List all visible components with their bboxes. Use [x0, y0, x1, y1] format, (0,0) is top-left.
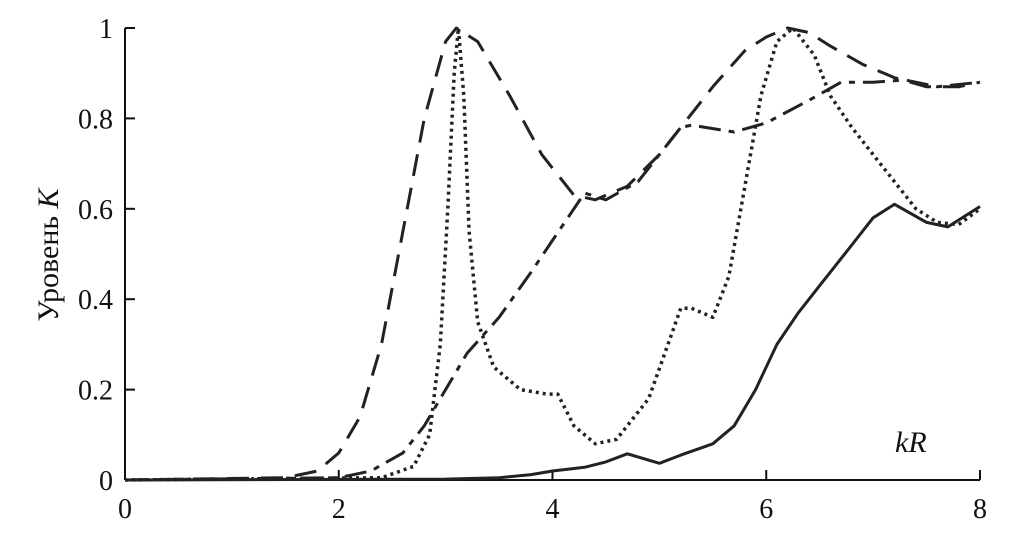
- y-tick-label: 0.2: [78, 376, 113, 407]
- y-tick-label: 1: [99, 14, 113, 45]
- x-axis-label: kR: [895, 426, 927, 459]
- y-tick-label: 0.6: [78, 195, 113, 226]
- series-dotted-line: [124, 26, 982, 482]
- x-tick-label: 0: [118, 494, 132, 525]
- axes: 0 2 4 6 8 0 0.2 0.4 0.6 0.8 1: [78, 14, 987, 525]
- y-axis-label: Уровень K: [32, 186, 65, 321]
- series-solid-line: [124, 202, 981, 482]
- x-tick-label: 4: [546, 494, 560, 525]
- y-tick-label: 0.8: [78, 104, 113, 135]
- y-axis-label-symbol: K: [32, 186, 65, 209]
- series-dashed-line: [124, 26, 981, 482]
- y-tick-label: 0.4: [78, 285, 113, 316]
- x-tick-label: 8: [973, 494, 987, 525]
- x-tick-label: 2: [332, 494, 346, 525]
- series-dash-dot-line: [124, 78, 981, 482]
- y-axis-label-text: Уровень: [32, 216, 65, 322]
- y-tick-label: 0: [99, 466, 113, 497]
- x-tick-label: 6: [759, 494, 773, 525]
- series-lines: [124, 26, 982, 482]
